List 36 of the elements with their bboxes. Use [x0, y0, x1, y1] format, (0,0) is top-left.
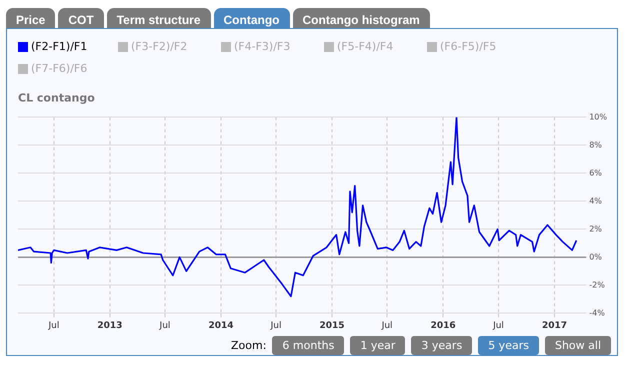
- text: (F6-F5)/F5: [440, 40, 496, 53]
- y-tick-label: -4%: [589, 308, 606, 318]
- text: (F5-F4)/F4: [337, 40, 394, 53]
- text: 1 year: [350, 336, 406, 355]
- y-tick-label: 2%: [589, 224, 602, 234]
- text: Term structure: [106, 8, 211, 31]
- y-tick-label: 0%: [589, 252, 602, 262]
- x-tick-label: Jul: [492, 320, 504, 331]
- text: (F4-F3)/F3: [234, 40, 290, 53]
- y-tick-label: -2%: [589, 280, 606, 290]
- x-tick-label: Jul: [47, 320, 60, 331]
- y-tick-label: 10%: [589, 112, 608, 122]
- text: 6 months: [272, 336, 344, 355]
- y-tick-label: 8%: [589, 140, 602, 150]
- text: (F3-F2)/F2: [131, 40, 188, 53]
- x-tick-label: 2013: [97, 320, 122, 331]
- x-tick-label: 2017: [542, 320, 568, 331]
- text: 5 years: [478, 336, 539, 355]
- text: 3 years: [411, 336, 472, 355]
- x-tick-label: Jul: [270, 320, 282, 331]
- text: (F7-F6)/F6: [31, 62, 88, 75]
- x-tick-label: Jul: [380, 320, 393, 331]
- x-tick-label: 2015: [320, 320, 345, 331]
- text: COT: [58, 8, 104, 31]
- x-tick-label: 2016: [430, 320, 456, 331]
- text: Zoom:: [231, 339, 266, 352]
- text: Price: [6, 8, 56, 31]
- text: Show all: [544, 336, 611, 355]
- y-tick-label: 4%: [589, 196, 602, 206]
- legend-label: (F2-F1)/F1: [31, 40, 88, 53]
- x-tick-label: 2014: [208, 320, 234, 331]
- chart-title: CL contango: [18, 91, 96, 104]
- text: Contango: [214, 8, 290, 31]
- y-tick-label: 6%: [589, 168, 602, 178]
- x-tick-label: Jul: [158, 320, 170, 331]
- text: Contango histogram: [292, 8, 430, 31]
